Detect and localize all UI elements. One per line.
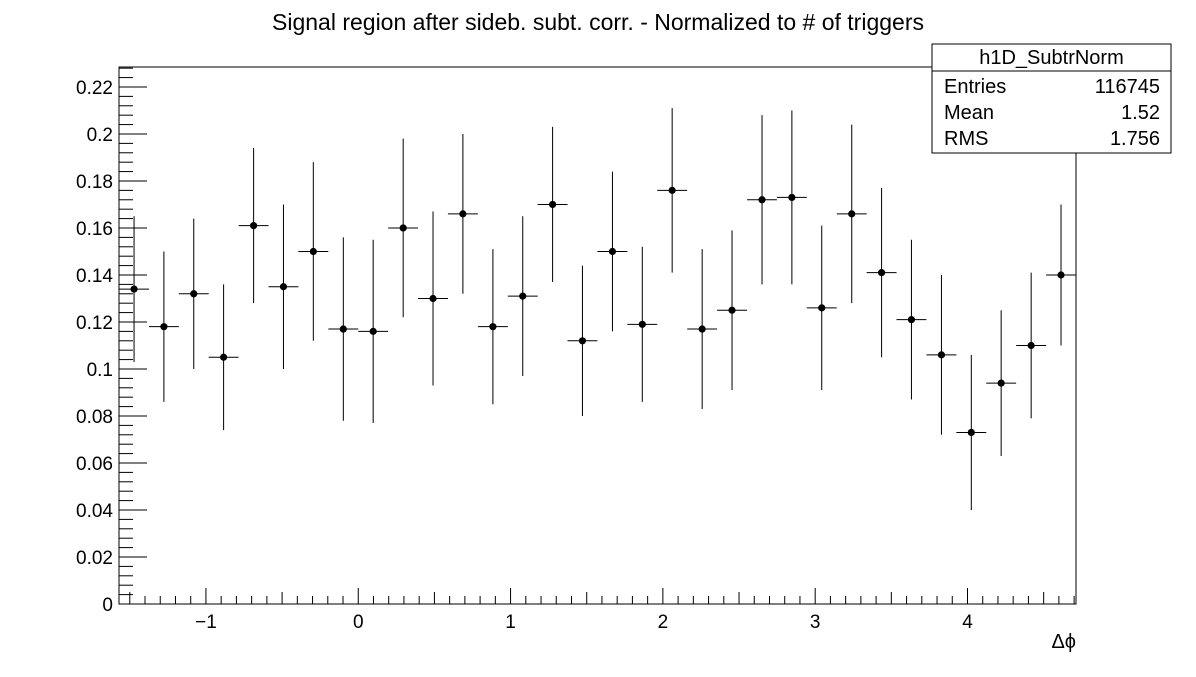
x-tick-label: 1 — [505, 612, 516, 633]
y-axis: 0 0.02 0.04 0.06 0.08 0.1 0.12 0.14 0.16 0.18 0.2 0… — [76, 67, 147, 616]
y-tick-label: 0.1 — [87, 360, 113, 381]
y-tick-label: 0.2 — [87, 125, 113, 146]
y-tick-label: 0 — [102, 595, 113, 616]
data-point — [608, 247, 617, 256]
y-tick-label: 0.06 — [76, 454, 113, 475]
data-point — [279, 283, 288, 291]
data-point — [788, 193, 796, 202]
stats-rms-value: 1.756 — [1110, 128, 1160, 150]
data-point — [369, 327, 377, 335]
data-point — [818, 304, 826, 312]
data-point — [220, 353, 228, 361]
x-tick-label: −1 — [195, 612, 217, 633]
data-point — [937, 351, 946, 359]
data-point — [459, 210, 467, 218]
stats-mean-value: 1.52 — [1121, 102, 1160, 124]
y-tick-label: 0.14 — [76, 266, 113, 287]
data-point — [1057, 271, 1065, 279]
stats-box-title: h1D_SubtrNorm — [979, 47, 1124, 69]
data-points — [119, 108, 1076, 510]
data-point — [638, 320, 646, 328]
data-point — [848, 210, 856, 218]
data-point — [489, 323, 497, 331]
y-tick-label: 0.16 — [76, 219, 113, 240]
data-point — [578, 337, 587, 345]
data-point — [399, 224, 407, 232]
data-point — [339, 325, 347, 333]
data-point — [698, 325, 706, 333]
chart-title: Signal region after sideb. subt. corr. -… — [272, 9, 924, 35]
stats-entries-label: Entries — [944, 76, 1006, 98]
stats-rms-label: RMS — [944, 128, 988, 150]
stats-entries-value: 116745 — [1095, 76, 1160, 98]
x-tick-label: 3 — [810, 612, 821, 633]
stats-box-frame — [931, 43, 1172, 154]
plot-area-frame — [118, 66, 1077, 605]
data-point — [967, 428, 975, 437]
y-tick-label: 0.12 — [76, 313, 113, 334]
data-point — [519, 292, 527, 300]
data-point — [758, 196, 766, 204]
stats-mean-label: Mean — [944, 102, 994, 124]
stats-box: h1D_SubtrNorm Entries 116745 Mean 1.52 R… — [931, 43, 1172, 154]
x-tick-label: 2 — [658, 612, 669, 633]
data-point — [668, 186, 676, 194]
data-point — [548, 200, 557, 209]
data-point — [877, 269, 886, 277]
data-point — [160, 323, 168, 331]
x-axis-label: Δϕ — [1051, 631, 1076, 653]
data-point — [429, 294, 437, 303]
y-tick-label: 0.22 — [76, 78, 113, 99]
x-tick-label: 0 — [353, 612, 364, 633]
y-tick-label: 0.02 — [76, 548, 113, 569]
data-point — [250, 222, 258, 230]
y-tick-label: 0.08 — [76, 407, 113, 428]
data-point — [130, 285, 138, 293]
data-point — [728, 306, 736, 314]
data-point — [309, 247, 317, 256]
y-tick-label: 0.04 — [76, 501, 113, 522]
y-tick-label: 0.18 — [76, 172, 113, 193]
x-axis: −1 0 1 2 3 4 — [129, 588, 1075, 633]
data-point — [997, 379, 1005, 387]
x-tick-label: 4 — [962, 612, 973, 633]
data-point — [190, 290, 198, 298]
data-point — [1027, 341, 1035, 350]
data-point — [907, 316, 916, 324]
